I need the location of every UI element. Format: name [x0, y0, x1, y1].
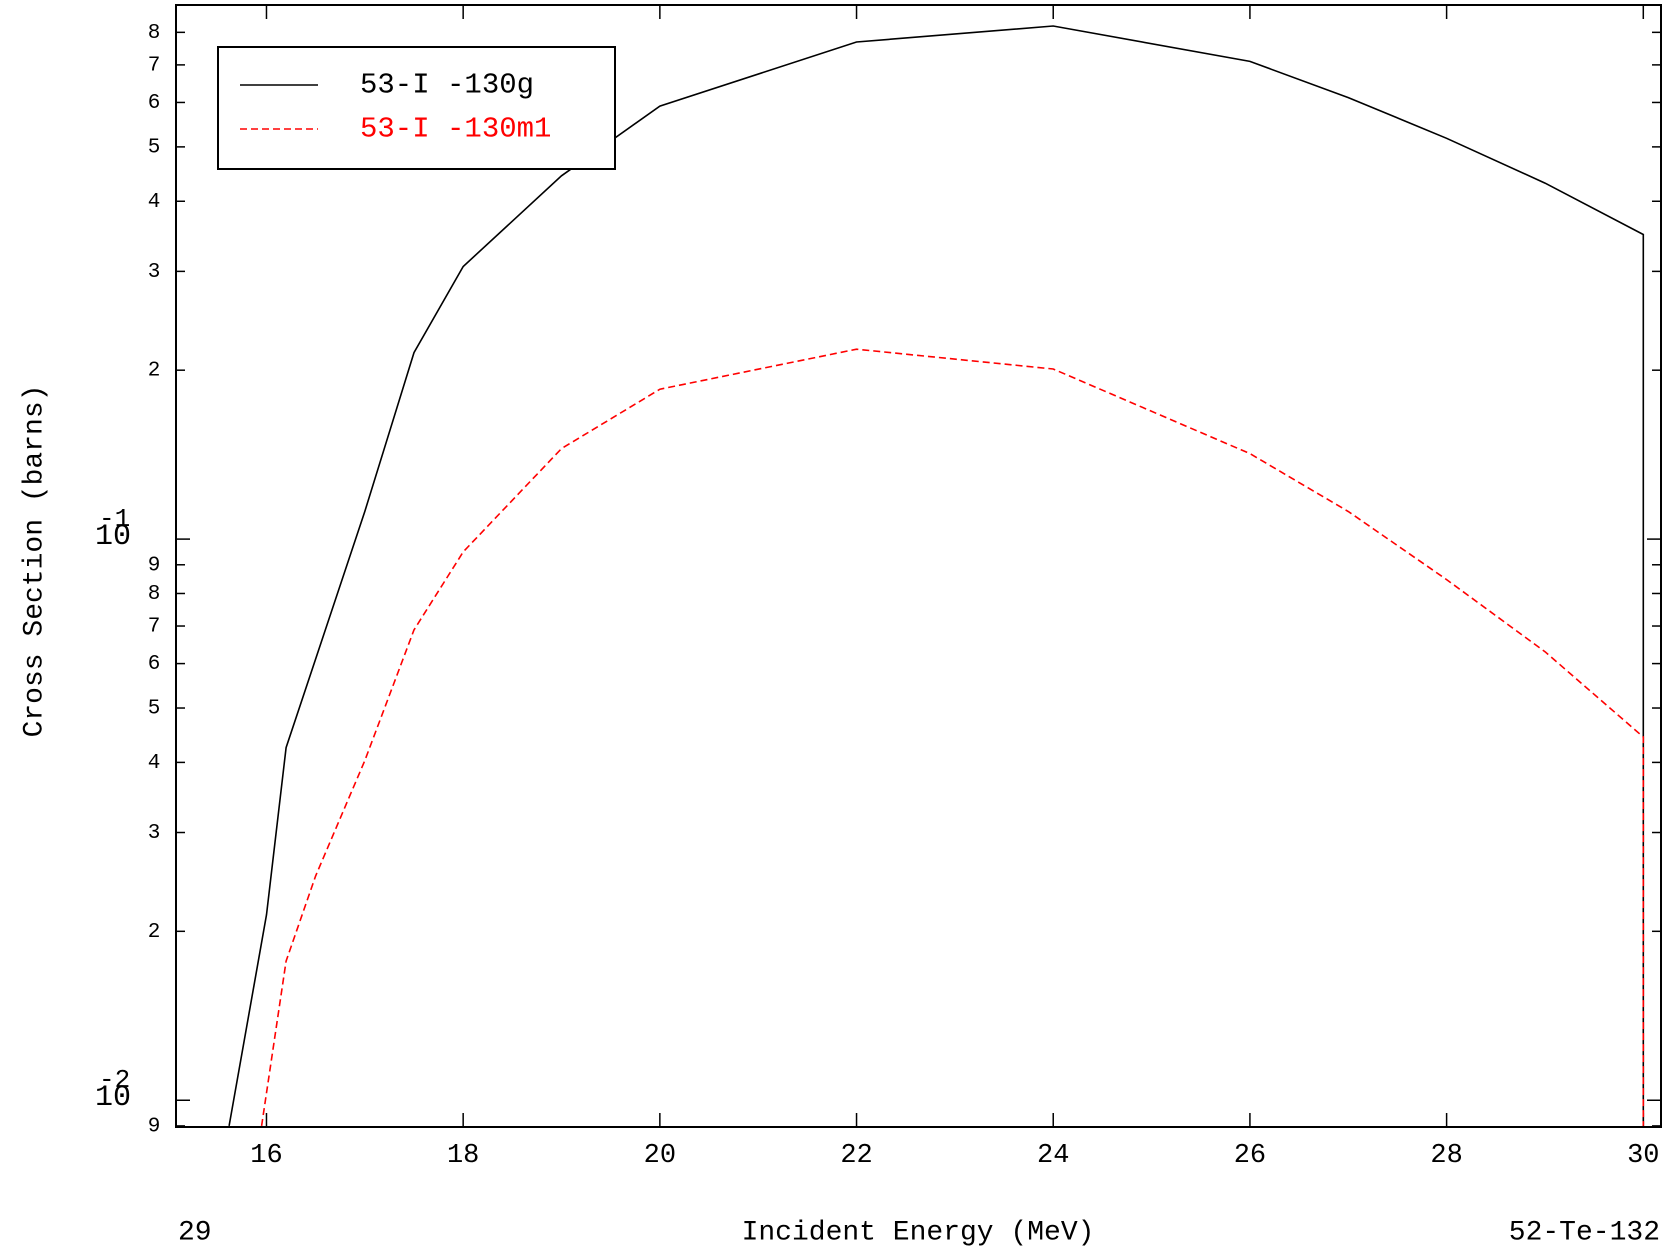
legend-box	[217, 46, 616, 170]
y-tick-label: 9	[148, 1115, 161, 1138]
x-tick-label: 22	[840, 1141, 872, 1171]
y-tick-label: 7	[148, 616, 161, 639]
y-tick-label: 5	[148, 698, 161, 721]
y-tick-label: 9	[148, 554, 161, 577]
legend-label: 53-I -130m1	[360, 113, 551, 146]
y-tick-label: 10	[95, 520, 131, 554]
series-line	[228, 25, 1645, 1127]
x-tick-label: 20	[644, 1141, 676, 1171]
y-tick-label: 3	[148, 822, 161, 845]
annotation: 29	[178, 1217, 212, 1248]
y-tick-label: 7	[148, 54, 161, 77]
y-tick-exponent: -1	[99, 504, 130, 534]
x-tick-label: 18	[447, 1141, 479, 1171]
annotation: 52-Te-132	[1509, 1217, 1660, 1248]
series-line	[260, 348, 1645, 1127]
x-tick-label: 24	[1037, 1141, 1069, 1171]
x-tick-label: 16	[250, 1141, 282, 1171]
x-tick-label: 28	[1430, 1141, 1462, 1171]
y-axis-label: Cross Section (barns)	[19, 385, 50, 738]
y-tick-label: 2	[148, 360, 161, 383]
y-tick-label: 5	[148, 136, 161, 159]
y-tick-label: 10	[95, 1081, 131, 1115]
x-axis-label: Incident Energy (MeV)	[742, 1217, 1095, 1248]
y-tick-label: 3	[148, 261, 161, 284]
x-tick-label: 26	[1234, 1141, 1266, 1171]
y-tick-label: 8	[148, 583, 161, 606]
y-tick-label: 4	[148, 191, 161, 214]
y-tick-label: 4	[148, 752, 161, 775]
y-tick-label: 2	[148, 921, 161, 944]
legend-label: 53-I -130g	[360, 69, 534, 102]
y-tick-label: 6	[148, 92, 161, 115]
y-tick-label: 6	[148, 653, 161, 676]
y-tick-label: 8	[148, 22, 161, 45]
x-tick-label: 30	[1627, 1141, 1659, 1171]
plot-frame	[175, 4, 1662, 1128]
y-tick-exponent: -2	[99, 1065, 130, 1095]
